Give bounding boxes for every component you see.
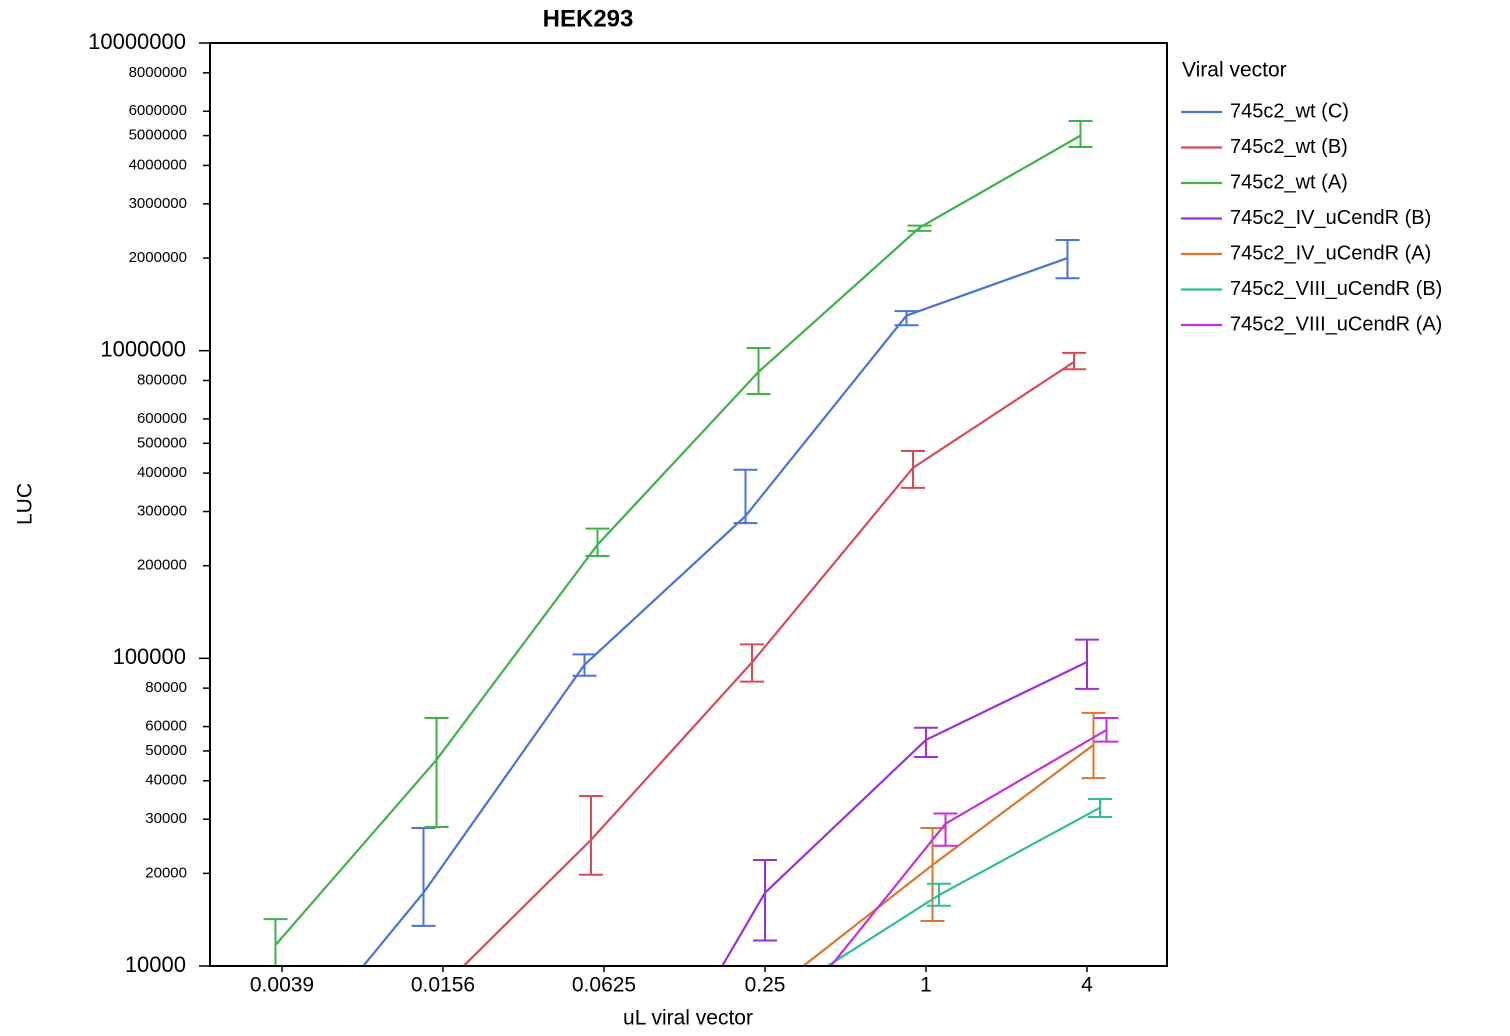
legend-label: 745c2_VIII_uCendR (B) (1230, 278, 1442, 300)
y-tick-label: 2000000 (129, 249, 187, 266)
y-tick-label: 10000 (125, 952, 186, 977)
legend-label: 745c2_IV_uCendR (B) (1230, 207, 1431, 229)
y-tick-label: 500000 (137, 434, 187, 451)
x-tick-label: 4 (1081, 974, 1093, 997)
y-tick-label: 80000 (145, 679, 187, 696)
error-bar (1094, 716, 1119, 743)
y-tick-label: 100000 (113, 644, 186, 669)
error-bar (907, 224, 932, 232)
x-axis-label: uL viral vector (623, 1007, 753, 1030)
error-bar (933, 812, 958, 847)
error-bar (1068, 119, 1093, 149)
x-tick-label: 0.0625 (572, 974, 636, 997)
series-line (274, 134, 1082, 946)
x-tick-label: 0.0156 (411, 974, 475, 997)
error-bar (914, 726, 938, 758)
y-tick-label: 50000 (145, 742, 187, 759)
y-tick-label: 600000 (137, 410, 187, 427)
error-bar (746, 347, 771, 396)
error-bar (733, 468, 758, 525)
legend-label: 745c2_IV_uCendR (A) (1230, 242, 1431, 264)
error-bar (424, 716, 449, 828)
y-tick-label: 400000 (137, 464, 187, 481)
error-bar (1088, 797, 1112, 818)
y-tick-label: 1000000 (100, 336, 186, 361)
y-tick-label: 6000000 (129, 102, 187, 119)
error-bar (1062, 351, 1086, 371)
legend-label: 745c2_wt (B) (1230, 136, 1348, 158)
y-tick-label: 3000000 (129, 195, 187, 212)
y-axis-label: LUC (14, 483, 37, 525)
x-tick-label: 1 (920, 974, 932, 997)
error-bar (572, 653, 597, 677)
error-bar (901, 449, 925, 489)
legend-title: Viral vector (1182, 59, 1287, 82)
error-bar (1081, 711, 1106, 780)
series-line (720, 661, 1088, 966)
error-bar (753, 859, 777, 942)
error-bar (1055, 238, 1080, 280)
y-tick-label: 4000000 (129, 156, 187, 173)
series-line (461, 361, 1075, 966)
error-bar (920, 826, 945, 923)
error-bar (894, 310, 919, 327)
legend-label: 745c2_wt (C) (1230, 100, 1349, 122)
chart-title: HEK293 (543, 5, 634, 32)
error-bar (579, 794, 603, 876)
y-tick-label: 800000 (137, 371, 187, 388)
error-bar (927, 882, 951, 907)
series-line (361, 257, 1068, 966)
plot-frame (209, 42, 1168, 967)
error-bar (585, 527, 610, 558)
y-tick-label: 30000 (145, 810, 187, 827)
y-tick-label: 8000000 (129, 64, 187, 81)
error-bar (263, 918, 288, 966)
y-tick-label: 20000 (145, 864, 187, 881)
y-tick-label: 10000000 (88, 29, 186, 54)
plot-area (263, 119, 1119, 966)
error-bar (740, 643, 764, 683)
legend-label: 745c2_wt (A) (1230, 171, 1348, 193)
x-tick-label: 0.0039 (250, 974, 314, 997)
legend-label: 745c2_VIII_uCendR (A) (1230, 313, 1442, 335)
error-bar (411, 826, 436, 927)
y-tick-label: 300000 (137, 503, 187, 520)
x-tick-label: 0.25 (745, 974, 786, 997)
error-bar (1075, 638, 1099, 690)
y-tick-label: 40000 (145, 772, 187, 789)
series-line (829, 729, 1108, 966)
y-tick-label: 200000 (137, 557, 187, 574)
y-tick-label: 5000000 (129, 127, 187, 144)
y-tick-label: 60000 (145, 718, 187, 735)
